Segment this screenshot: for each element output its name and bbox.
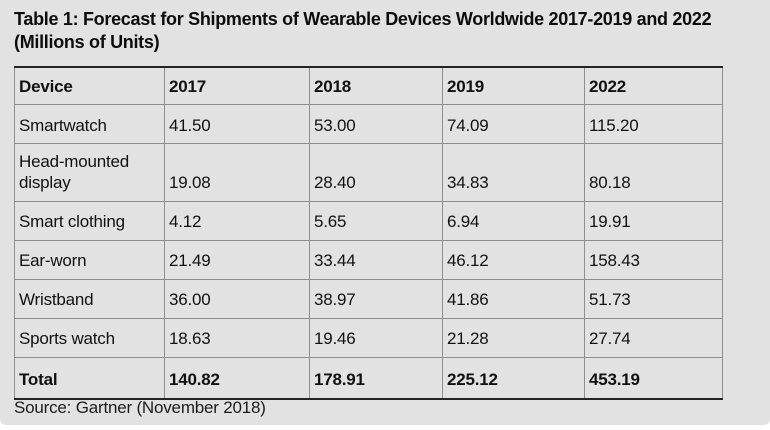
value-cell: 28.40: [309, 143, 443, 202]
column-header-2019: 2019: [442, 66, 585, 105]
total-value-cell: 140.82: [164, 356, 310, 399]
device-cell: Head-mounted display: [14, 143, 165, 202]
header-row: Device 2017 2018 2019 2022: [14, 66, 723, 105]
value-cell: 115.20: [584, 104, 723, 144]
total-value-cell: 225.12: [442, 356, 585, 399]
table-row-ear-worn: Ear-worn 21.49 33.44 46.12 158.43: [14, 239, 723, 280]
value-cell: 41.86: [442, 278, 585, 319]
column-header-2018: 2018: [309, 66, 443, 105]
value-cell: 18.63: [164, 317, 310, 358]
column-header-device: Device: [14, 66, 165, 105]
value-cell: 33.44: [309, 239, 443, 280]
device-cell: Smart clothing: [14, 200, 165, 241]
value-cell: 38.97: [309, 278, 443, 319]
source-attribution: Source: Gartner (November 2018): [14, 398, 266, 417]
wearables-forecast-table: Device 2017 2018 2019 2022 Smartwatch 41…: [14, 66, 723, 400]
table-row-smart-clothing: Smart clothing 4.12 5.65 6.94 19.91: [14, 200, 723, 241]
value-cell: 36.00: [164, 278, 310, 319]
value-cell: 19.46: [309, 317, 443, 358]
value-cell: 21.28: [442, 317, 585, 358]
device-cell: Sports watch: [14, 317, 165, 358]
table-row-total: Total 140.82 178.91 225.12 453.19: [14, 356, 723, 399]
table-row-wristband: Wristband 36.00 38.97 41.86 51.73: [14, 278, 723, 319]
table-row-smartwatch: Smartwatch 41.50 53.00 74.09 115.20: [14, 104, 723, 144]
table-row-sports-watch: Sports watch 18.63 19.46 21.28 27.74: [14, 317, 723, 358]
table-title: Table 1: Forecast for Shipments of Weara…: [14, 9, 712, 53]
column-header-2017: 2017: [164, 66, 310, 105]
value-cell: 158.43: [584, 239, 723, 280]
value-cell: 4.12: [164, 200, 310, 241]
total-label-cell: Total: [14, 356, 165, 399]
value-cell: 27.74: [584, 317, 723, 358]
total-value-cell: 453.19: [584, 356, 723, 399]
value-cell: 74.09: [442, 104, 585, 144]
value-cell: 51.73: [584, 278, 723, 319]
value-cell: 80.18: [584, 143, 723, 202]
device-cell: Smartwatch: [14, 104, 165, 144]
value-cell: 53.00: [309, 104, 443, 144]
value-cell: 5.65: [309, 200, 443, 241]
table-row-head-mounted-display: Head-mounted display 19.08 28.40 34.83 8…: [14, 143, 723, 202]
value-cell: 34.83: [442, 143, 585, 202]
value-cell: 19.08: [164, 143, 310, 202]
total-value-cell: 178.91: [309, 356, 443, 399]
value-cell: 21.49: [164, 239, 310, 280]
device-cell: Ear-worn: [14, 239, 165, 280]
device-cell: Wristband: [14, 278, 165, 319]
column-header-2022: 2022: [584, 66, 723, 105]
value-cell: 19.91: [584, 200, 723, 241]
value-cell: 46.12: [442, 239, 585, 280]
value-cell: 41.50: [164, 104, 310, 144]
value-cell: 6.94: [442, 200, 585, 241]
